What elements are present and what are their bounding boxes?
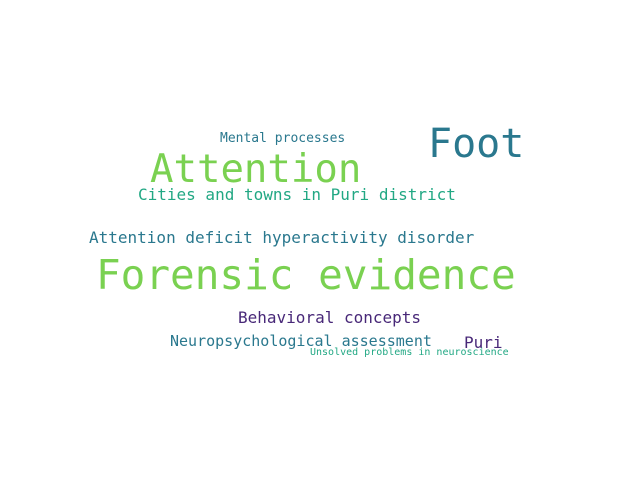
word-unsolved-problems-in-neuroscience: Unsolved problems in neuroscience <box>310 347 509 358</box>
word-foot: Foot <box>428 121 525 167</box>
word-forensic-evidence: Forensic evidence <box>96 251 516 299</box>
word-behavioral-concepts: Behavioral concepts <box>238 308 422 327</box>
word-neuropsychological-assessment: Neuropsychological assessment <box>170 332 432 350</box>
word-attention: Attention <box>150 147 362 192</box>
word-puri: Puri <box>464 333 503 352</box>
word-attention-deficit-hyperactivity-disorder: Attention deficit hyperactivity disorder <box>89 228 475 247</box>
word-mental-processes: Mental processes <box>220 131 346 146</box>
word-cities-and-towns-in-puri-district: Cities and towns in Puri district <box>138 185 456 204</box>
